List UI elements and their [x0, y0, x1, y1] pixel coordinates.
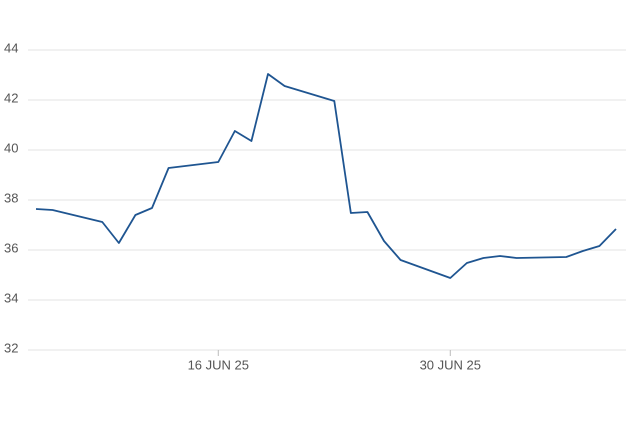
y-tick-label: 36 [4, 240, 18, 255]
x-tick-label: 30 JUN 25 [420, 357, 481, 372]
y-tick-label: 32 [4, 340, 18, 355]
y-tick-label: 38 [4, 190, 18, 205]
y-tick-label: 44 [4, 40, 18, 55]
data-line [35, 73, 617, 279]
x-tick-label: 16 JUN 25 [188, 357, 249, 372]
y-tick-label: 40 [4, 140, 18, 155]
y-tick-label: 42 [4, 90, 18, 105]
y-tick-label: 34 [4, 290, 18, 305]
